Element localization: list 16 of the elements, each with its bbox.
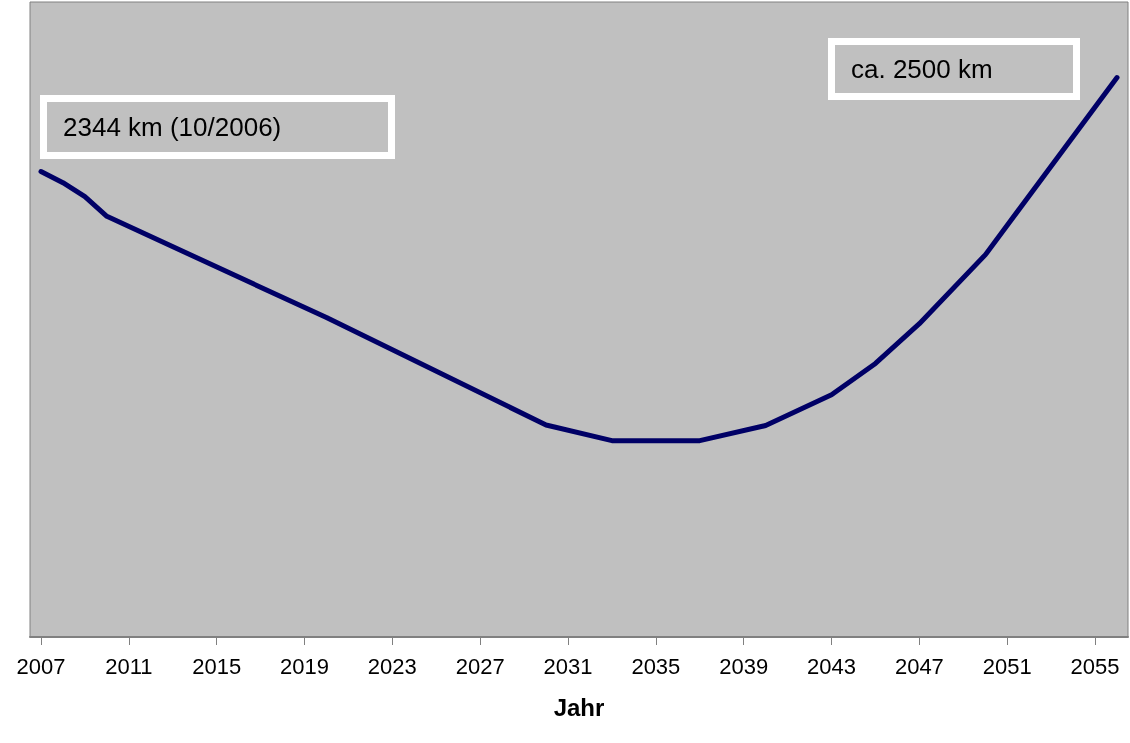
x-tick-label: 2035 (631, 653, 681, 679)
x-axis-title: Jahr (553, 693, 605, 721)
x-tick-label: 2019 (280, 653, 329, 679)
x-tick-label: 2023 (367, 653, 417, 679)
x-tick-label: 2051 (982, 653, 1032, 679)
x-tick-label: 2015 (192, 653, 242, 679)
x-tick-label: 2027 (455, 653, 505, 679)
x-tick-label: 2011 (105, 653, 153, 679)
x-tick-label: 2039 (719, 653, 769, 679)
x-tick-label: 2047 (894, 653, 944, 679)
x-tick-label: 2043 (807, 653, 857, 679)
x-tick-label: 2007 (16, 653, 66, 679)
annotation: 2344 km (10/2006) (63, 112, 282, 142)
x-tick-label: 2031 (543, 653, 593, 679)
x-tick-label: 2055 (1070, 653, 1120, 679)
annotation: ca. 2500 km (851, 54, 993, 84)
